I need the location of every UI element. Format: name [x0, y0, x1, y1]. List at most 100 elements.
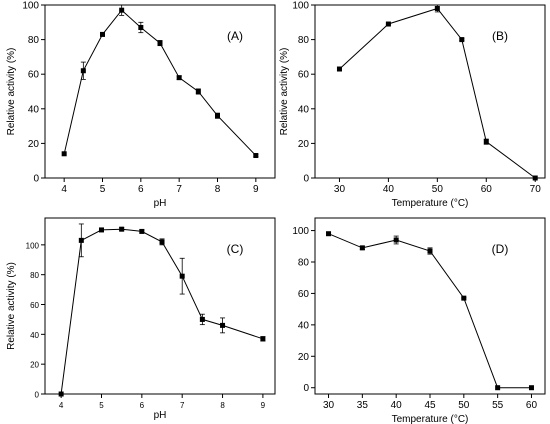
x-tick-label: 7 [176, 184, 182, 195]
plot-frame [314, 217, 546, 395]
x-tick-label: 60 [526, 400, 538, 411]
y-tick-label: 60 [298, 70, 310, 81]
data-point [157, 40, 163, 46]
data-point [260, 336, 266, 342]
data-point [495, 385, 501, 391]
x-tick-label: 40 [391, 400, 403, 411]
x-tick-label: 55 [492, 400, 504, 411]
x-tick-label: 70 [530, 184, 542, 195]
y-tick-label: 40 [30, 331, 39, 340]
data-point [215, 113, 220, 119]
panel-label: (D) [492, 242, 509, 256]
x-axis-label: pH [154, 198, 167, 209]
y-tick-label: 0 [303, 174, 309, 185]
x-tick-label: 8 [215, 184, 221, 195]
data-point [393, 237, 399, 243]
y-tick-label: 100 [26, 241, 40, 250]
x-tick-label: 9 [253, 184, 259, 195]
x-tick-label: 6 [138, 184, 144, 195]
chart-panel-4: 30 35 40 45 50 55 60 0 20 40 60 80 100 Temperature (°… [292, 217, 546, 424]
y-tick-label: 40 [298, 104, 310, 115]
data-point [459, 37, 465, 43]
data-point [100, 31, 105, 37]
x-tick-label: 50 [432, 184, 444, 195]
y-tick-label: 80 [28, 35, 40, 46]
panel-label: (A) [227, 29, 243, 43]
data-point [119, 226, 125, 232]
y-tick-label: 80 [30, 271, 39, 280]
data-point [532, 175, 538, 181]
x-tick-label: 40 [383, 184, 395, 195]
x-tick-label: 30 [334, 184, 346, 195]
x-tick-label: 60 [481, 184, 493, 195]
data-point [78, 237, 84, 243]
data-point [528, 385, 534, 391]
x-tick-label: 6 [140, 401, 145, 410]
x-tick-label: 35 [357, 400, 369, 411]
data-point [195, 89, 201, 94]
data-point [159, 239, 165, 245]
y-tick-label: 40 [28, 104, 40, 115]
y-tick-label: 60 [30, 301, 39, 310]
data-point [427, 248, 433, 254]
series-line [60, 228, 264, 395]
y-tick-label: 100 [292, 226, 309, 237]
x-tick-label: 7 [180, 401, 185, 410]
data-point [199, 316, 205, 322]
data-point [80, 68, 86, 74]
panel-label: (C) [227, 242, 244, 256]
chart-panel-1: 4 5 6 7 8 9 0 20 40 60 80 100 pH Relative activity (%… [6, 1, 276, 209]
y-tick-label: 20 [298, 352, 310, 363]
y-tick-label: 0 [303, 383, 309, 394]
data-point [483, 139, 489, 145]
x-tick-label: 4 [59, 401, 64, 410]
y-tick-label: 20 [28, 139, 40, 150]
data-point [326, 231, 332, 237]
data-point [119, 7, 125, 13]
data-point [336, 66, 342, 72]
y-tick-label: 80 [298, 258, 310, 269]
panel-label: (B) [492, 29, 508, 43]
y-tick-label: 100 [22, 1, 39, 12]
x-tick-label: 4 [61, 184, 67, 195]
series-line [63, 9, 257, 156]
data-point [253, 153, 259, 159]
series-line [339, 7, 536, 179]
y-tick-label: 0 [35, 391, 40, 400]
chart-panel-3: 4 5 6 7 8 9 0 20 40 60 80 100 pH Relative activity (%… [6, 217, 276, 421]
data-point [98, 227, 104, 233]
data-point [58, 391, 64, 397]
plot-frame [314, 4, 546, 179]
x-tick-label: 45 [424, 400, 436, 411]
data-point [434, 5, 440, 11]
x-tick-label: 50 [458, 400, 470, 411]
data-point [385, 21, 391, 27]
y-tick-label: 60 [28, 70, 40, 81]
y-tick-label: 0 [33, 174, 39, 185]
y-tick-label: 40 [298, 320, 310, 331]
data-point [138, 24, 144, 30]
y-tick-label: 80 [298, 35, 310, 46]
data-point [461, 295, 467, 301]
plot-frame [44, 4, 276, 179]
x-tick-label: 5 [99, 401, 104, 410]
x-tick-label: 30 [323, 400, 335, 411]
data-point [176, 75, 182, 81]
x-tick-label: 9 [261, 401, 266, 410]
data-point [179, 273, 185, 279]
data-point [61, 151, 67, 157]
data-point [220, 322, 226, 328]
y-axis-label: Relative activity (%) [279, 48, 290, 136]
x-tick-label: 5 [100, 184, 106, 195]
y-tick-label: 20 [298, 139, 310, 150]
y-axis-label: Relative activity (%) [6, 262, 17, 350]
y-tick-label: 100 [292, 1, 309, 12]
chart-panel-2: 30 40 50 60 70 0 20 40 60 80 100 Temperature (°C) Re… [279, 1, 546, 209]
x-tick-label: 8 [220, 401, 225, 410]
y-tick-label: 60 [298, 289, 310, 300]
x-axis-label: pH [154, 410, 167, 421]
series-line [328, 233, 532, 389]
data-point [139, 228, 145, 234]
plot-frame [44, 217, 276, 395]
y-tick-label: 20 [30, 361, 39, 370]
